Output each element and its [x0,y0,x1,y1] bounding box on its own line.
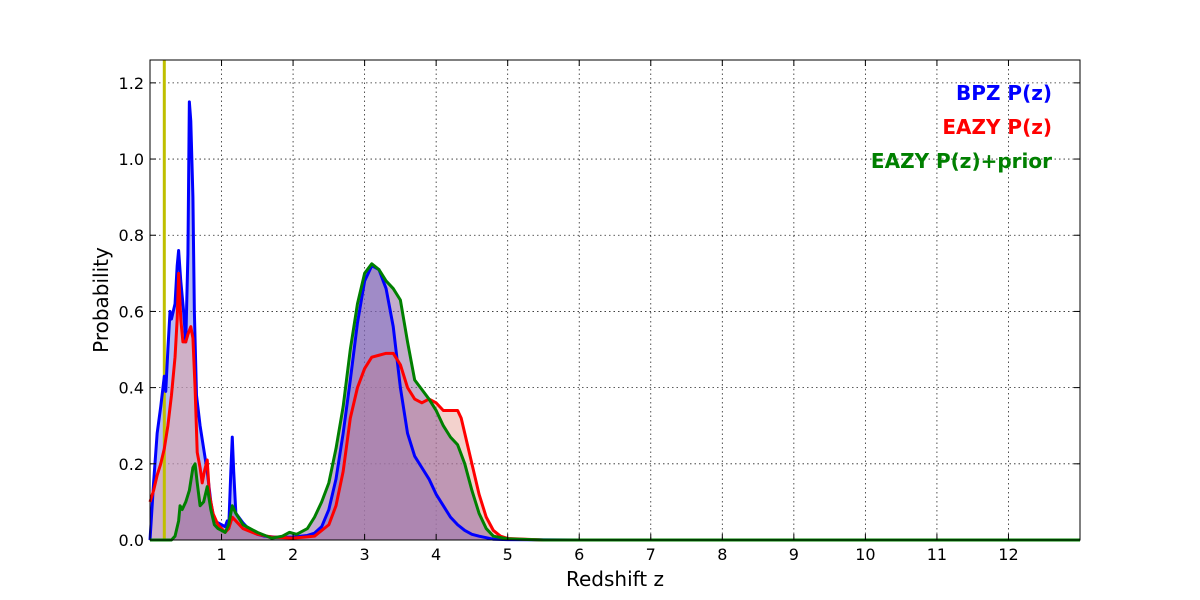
x-tick-label: 9 [789,545,799,564]
eazy-p-z-prior-fill [150,263,1080,540]
x-tick-label: 10 [855,545,875,564]
y-tick-label: 1.2 [119,74,144,93]
y-axis-label: Probability [89,247,113,353]
x-tick-label: 12 [998,545,1018,564]
x-tick-label: 8 [717,545,727,564]
x-tick-label: 2 [288,545,298,564]
legend-entry-eazy-p-z: EAZY P(z) [942,115,1052,139]
x-tick-label: 4 [431,545,441,564]
eazy-p-z-line [148,271,1080,542]
grid [150,60,1080,541]
x-tick-label: 3 [360,545,370,564]
y-tick-label: 0.4 [119,379,144,398]
x-tick-label: 6 [574,545,584,564]
y-tick-label: 0.8 [119,226,144,245]
legend-entry-bpz-p-z: BPZ P(z) [956,81,1052,105]
y-tick-label: 0.6 [119,302,144,321]
plot-frame [149,59,1081,541]
x-tick-label: 1 [216,545,226,564]
y-tick-label: 1.0 [119,150,144,169]
series-fills [150,101,1080,541]
eazy-p-z-prior-line [150,262,1080,542]
series-lines [148,100,1080,542]
x-tick-label: 11 [927,545,947,564]
legend-entry-eazy-p-z-prior: EAZY P(z)+prior [871,149,1052,173]
x-axis-label: Redshift z [566,567,664,591]
legend: BPZ P(z) EAZY P(z) EAZY P(z)+prior [871,81,1052,173]
y-tick-label: 0.0 [119,531,144,550]
eazy-p-z-fill [150,273,1080,540]
axis-ticks: 1 2 3 4 5 6 7 8 9 10 11 120.00.20.40.60.81.01.2 [119,60,1080,564]
x-tick-label: 5 [503,545,513,564]
y-tick-label: 0.2 [119,455,144,474]
x-tick-label: 7 [646,545,656,564]
